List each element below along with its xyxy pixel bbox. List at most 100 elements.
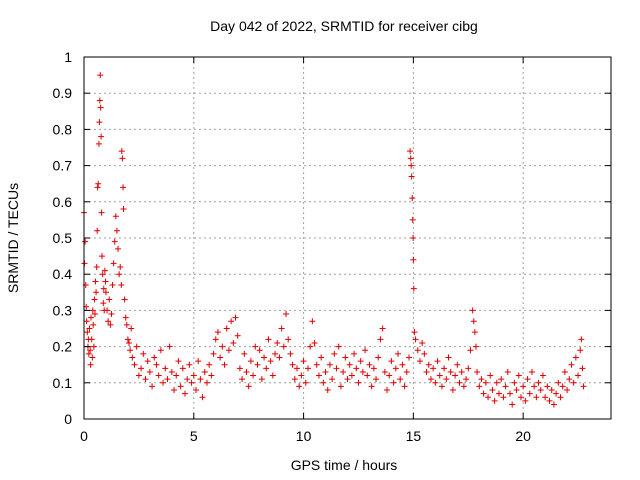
data-point bbox=[201, 368, 208, 375]
data-point bbox=[221, 361, 228, 368]
data-point bbox=[441, 365, 448, 372]
data-point bbox=[331, 350, 338, 357]
data-point bbox=[445, 354, 452, 361]
data-point bbox=[397, 376, 404, 383]
x-tick-label: 0 bbox=[80, 428, 88, 444]
data-point bbox=[572, 354, 579, 361]
data-point bbox=[234, 332, 241, 339]
data-point bbox=[482, 379, 489, 386]
data-point bbox=[307, 343, 314, 350]
data-point bbox=[241, 350, 248, 357]
data-point bbox=[151, 354, 158, 361]
data-point bbox=[293, 365, 300, 372]
data-point bbox=[566, 376, 573, 383]
data-point bbox=[414, 347, 421, 354]
data-point bbox=[409, 195, 416, 202]
data-point bbox=[375, 354, 382, 361]
data-point bbox=[105, 318, 112, 325]
data-point bbox=[366, 361, 373, 368]
data-point bbox=[184, 376, 191, 383]
data-point bbox=[392, 365, 399, 372]
data-point bbox=[117, 263, 124, 270]
data-point bbox=[283, 311, 290, 318]
data-point bbox=[520, 383, 527, 390]
x-tick-label: 5 bbox=[190, 428, 198, 444]
data-point bbox=[535, 379, 542, 386]
data-point bbox=[160, 379, 167, 386]
data-point bbox=[127, 347, 134, 354]
data-point bbox=[89, 354, 96, 361]
data-point bbox=[335, 343, 342, 350]
data-point bbox=[318, 354, 325, 361]
data-point bbox=[342, 354, 349, 361]
data-point bbox=[179, 365, 186, 372]
data-point bbox=[548, 387, 555, 394]
data-point bbox=[144, 358, 151, 365]
data-point bbox=[274, 339, 281, 346]
data-point bbox=[142, 376, 149, 383]
data-point bbox=[362, 347, 369, 354]
data-point bbox=[291, 376, 298, 383]
data-point bbox=[102, 278, 109, 285]
data-point bbox=[324, 387, 331, 394]
data-points bbox=[81, 72, 587, 408]
data-point bbox=[564, 387, 571, 394]
data-point bbox=[135, 372, 142, 379]
data-point bbox=[410, 256, 417, 263]
data-point bbox=[408, 173, 415, 180]
data-point bbox=[182, 390, 189, 397]
data-point bbox=[568, 361, 575, 368]
y-tick-label: 0.5 bbox=[53, 230, 73, 246]
data-point bbox=[364, 372, 371, 379]
data-point bbox=[379, 325, 386, 332]
data-point bbox=[252, 343, 259, 350]
data-point bbox=[138, 365, 145, 372]
data-point bbox=[232, 314, 239, 321]
data-point bbox=[526, 390, 533, 397]
data-point bbox=[101, 267, 108, 274]
data-point bbox=[96, 119, 103, 126]
data-point bbox=[162, 365, 169, 372]
data-point bbox=[370, 365, 377, 372]
x-tick-label: 20 bbox=[515, 428, 531, 444]
data-point bbox=[443, 376, 450, 383]
data-point bbox=[223, 325, 230, 332]
data-point bbox=[456, 379, 463, 386]
data-point bbox=[168, 368, 175, 375]
y-tick-label: 0.7 bbox=[53, 158, 73, 174]
y-tick-label: 1 bbox=[64, 49, 72, 65]
data-point bbox=[580, 383, 587, 390]
data-point bbox=[206, 361, 213, 368]
data-point bbox=[90, 343, 97, 350]
data-point bbox=[109, 282, 116, 289]
data-point bbox=[353, 365, 360, 372]
data-point bbox=[315, 372, 322, 379]
data-point bbox=[463, 376, 470, 383]
data-point bbox=[438, 383, 445, 390]
data-point bbox=[280, 343, 287, 350]
data-point bbox=[186, 361, 193, 368]
data-point bbox=[407, 155, 414, 162]
data-point bbox=[401, 383, 408, 390]
data-point bbox=[214, 329, 221, 336]
data-point bbox=[447, 368, 454, 375]
data-point bbox=[256, 347, 263, 354]
data-point bbox=[410, 285, 417, 292]
data-point bbox=[381, 368, 388, 375]
data-point bbox=[399, 361, 406, 368]
data-point bbox=[513, 387, 520, 394]
data-point bbox=[570, 379, 577, 386]
data-point bbox=[524, 376, 531, 383]
data-point bbox=[515, 372, 522, 379]
data-point bbox=[489, 387, 496, 394]
data-point bbox=[95, 140, 102, 147]
y-tick-label: 0.9 bbox=[53, 85, 73, 101]
data-point bbox=[118, 148, 125, 155]
data-point bbox=[263, 365, 270, 372]
data-point bbox=[533, 394, 540, 401]
data-point bbox=[89, 307, 96, 314]
data-point bbox=[92, 278, 99, 285]
data-point bbox=[403, 368, 410, 375]
data-point bbox=[578, 336, 585, 343]
